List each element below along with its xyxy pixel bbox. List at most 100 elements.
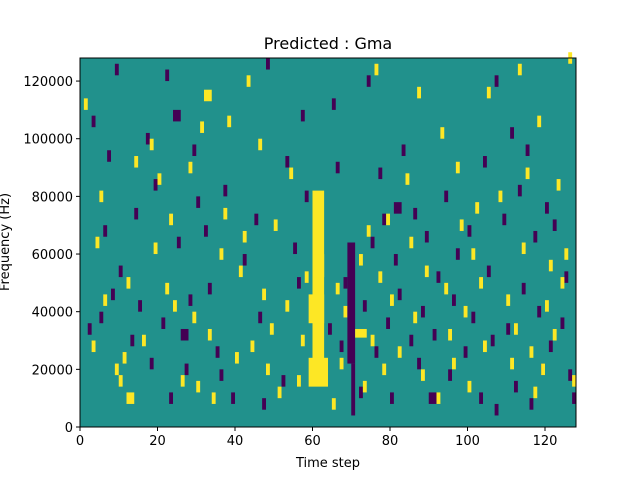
- heatmap-cell-low: [359, 386, 363, 399]
- heatmap-cell-high: [475, 202, 480, 214]
- heatmap-cell-low: [421, 305, 425, 318]
- heatmap-cell-low: [223, 184, 228, 197]
- heatmap-cell-high: [552, 328, 557, 341]
- heatmap-cell-low: [204, 225, 208, 237]
- heatmap-cell-low: [138, 300, 143, 312]
- heatmap-block-low: [180, 328, 189, 341]
- heatmap-cell-low: [293, 242, 298, 255]
- heatmap-cell-high: [266, 363, 270, 376]
- heatmap-cell-low: [514, 380, 518, 393]
- heatmap-cell-high: [471, 248, 476, 260]
- heatmap-cell-high: [413, 311, 418, 324]
- heatmap-cell-low: [192, 144, 197, 157]
- heatmap-cell-low: [436, 271, 441, 283]
- heatmap-cell-low: [537, 305, 542, 318]
- heatmap-block-high: [308, 357, 329, 387]
- heatmap-block-low: [347, 242, 356, 364]
- y-tick-label: 80000: [32, 190, 73, 205]
- heatmap-cell-high: [421, 369, 425, 381]
- heatmap-cell-high: [510, 357, 515, 370]
- heatmap-cell-high: [417, 86, 422, 99]
- heatmap-cell-low: [188, 294, 193, 306]
- heatmap-cell-low: [196, 196, 201, 208]
- heatmap-cell-low: [560, 317, 565, 329]
- heatmap-cell-low: [176, 236, 181, 249]
- heatmap-cell-high: [444, 282, 449, 295]
- heatmap-cell-high: [331, 398, 336, 410]
- heatmap-cell-high: [564, 248, 569, 260]
- heatmap-cell-low: [184, 363, 189, 376]
- heatmap-cell-low: [401, 144, 406, 157]
- heatmap-cell-low: [374, 346, 379, 358]
- heatmap-block-high: [537, 115, 542, 128]
- heatmap-cell-high: [262, 288, 267, 301]
- y-tick-label: 60000: [32, 248, 73, 263]
- x-tick-label: 20: [149, 434, 166, 449]
- heatmap-cell-high: [359, 254, 363, 266]
- y-tick-label: 120000: [23, 75, 73, 90]
- heatmap-cell-high: [514, 323, 518, 335]
- x-tick-label: 0: [76, 434, 84, 449]
- y-axis-label: Frequency (Hz): [0, 193, 13, 291]
- heatmap-cell-high: [436, 392, 441, 404]
- heatmap-cell-high: [366, 225, 371, 237]
- heatmap-cell-low: [452, 294, 456, 306]
- heatmap-cell-high: [463, 305, 468, 318]
- heatmap-cell-low: [525, 144, 530, 157]
- heatmap-cell-low: [490, 334, 495, 347]
- heatmap-cell-low: [242, 254, 247, 266]
- heatmap-cell-high: [548, 259, 553, 272]
- heatmap-cell-high: [486, 86, 491, 99]
- heatmap-cell-high: [452, 357, 456, 370]
- heatmap-cell-low: [207, 282, 212, 295]
- heatmap-block-high: [545, 300, 549, 312]
- heatmap-cells: [83, 52, 577, 416]
- heatmap-cell-low: [552, 219, 557, 231]
- heatmap-cell-low: [471, 311, 476, 324]
- heatmap-cell-low: [510, 127, 515, 139]
- heatmap-cell-low: [145, 132, 150, 145]
- heatmap-cell-low: [99, 311, 104, 324]
- heatmap-cell-low: [393, 254, 398, 266]
- heatmap-cell-low: [118, 265, 123, 278]
- heatmap-cell-low: [153, 179, 158, 191]
- heatmap-cell-high: [142, 334, 146, 347]
- heatmap-cell-high: [339, 357, 344, 370]
- heatmap-cell-high: [173, 300, 177, 312]
- heatmap-cell-high: [405, 173, 410, 185]
- heatmap-cell-low: [370, 236, 375, 249]
- y-tick-label: 100000: [23, 133, 73, 148]
- heatmap-cell-high: [169, 213, 174, 226]
- heatmap-cell-low: [545, 202, 549, 214]
- heatmap-cell-high: [192, 311, 197, 324]
- heatmap-cell-low: [297, 277, 301, 289]
- heatmap-cell-high: [560, 277, 565, 289]
- heatmap-cell-high: [370, 334, 375, 347]
- heatmap-cell-low: [335, 161, 340, 174]
- heatmap-cell-low: [362, 300, 367, 312]
- heatmap-cell-low: [114, 63, 119, 76]
- heatmap-cell-high: [378, 271, 383, 283]
- heatmap-block-high: [126, 392, 135, 404]
- heatmap-cell-high: [273, 219, 278, 231]
- heatmap-cell-high: [506, 294, 511, 306]
- heatmap-cell-high: [386, 213, 391, 226]
- heatmap-cell-high: [409, 236, 414, 249]
- heatmap-cell-high: [300, 334, 305, 347]
- heatmap-cell-low: [103, 225, 108, 237]
- heatmap-cell-high: [285, 300, 290, 312]
- heatmap-cell-low: [397, 288, 402, 301]
- heatmap-cell-high: [335, 282, 340, 295]
- heatmap-cell-low: [87, 323, 92, 335]
- heatmap-cell-low: [483, 156, 487, 168]
- heatmap-cell-low: [467, 225, 472, 237]
- heatmap-cell-low: [494, 75, 499, 87]
- heatmap-cell-low: [266, 58, 270, 70]
- y-tick-label: 0: [65, 421, 73, 436]
- heatmap-cell-high: [483, 340, 487, 353]
- heatmap-cell-low: [339, 340, 344, 353]
- heatmap-cell-high: [134, 156, 139, 168]
- plot-area: [79, 52, 577, 428]
- heatmap-cell-high: [374, 63, 379, 76]
